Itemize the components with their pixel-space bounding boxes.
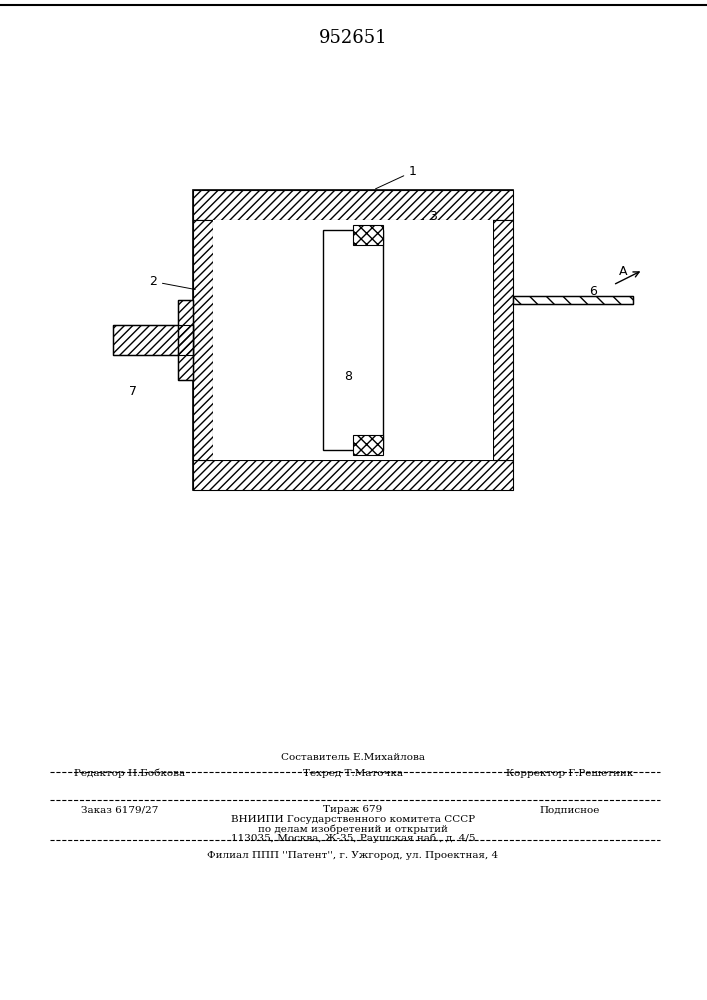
Text: 4: 4 bbox=[391, 441, 437, 458]
Text: Тираж 679: Тираж 679 bbox=[323, 806, 382, 814]
Text: Составитель Е.Михайлова: Составитель Е.Михайлова bbox=[281, 752, 425, 762]
Text: 6: 6 bbox=[589, 285, 597, 298]
Text: 113035, Москва, Ж-35, Раушская наб., д. 4/5: 113035, Москва, Ж-35, Раушская наб., д. … bbox=[230, 833, 475, 843]
Bar bbox=[193, 190, 513, 490]
Text: Редактор Н.Бобкова: Редактор Н.Бобкова bbox=[74, 768, 185, 778]
Bar bbox=[493, 220, 513, 460]
Text: Заказ 6179/27: Заказ 6179/27 bbox=[81, 806, 158, 814]
Bar bbox=[213, 220, 493, 460]
Text: 8: 8 bbox=[344, 370, 352, 383]
Bar bbox=[113, 325, 193, 355]
Text: Техред Т.Маточка: Техред Т.Маточка bbox=[303, 768, 403, 778]
Bar bbox=[513, 296, 633, 304]
Bar bbox=[323, 230, 383, 450]
Polygon shape bbox=[353, 225, 383, 245]
Text: 1: 1 bbox=[375, 165, 417, 189]
Text: ВНИИПИ Государственного комитета СССР: ВНИИПИ Государственного комитета СССР bbox=[231, 816, 475, 824]
Text: по делам изобретений и открытий: по делам изобретений и открытий bbox=[258, 824, 448, 834]
Bar bbox=[178, 300, 193, 380]
Text: 2: 2 bbox=[149, 275, 195, 289]
Text: 3: 3 bbox=[391, 210, 437, 229]
Bar bbox=[193, 460, 513, 490]
Bar bbox=[178, 300, 193, 380]
Text: Подписное: Подписное bbox=[540, 806, 600, 814]
Text: Филиал ППП ''Патент'', г. Ужгород, ул. Проектная, 4: Филиал ППП ''Патент'', г. Ужгород, ул. П… bbox=[207, 850, 498, 859]
Polygon shape bbox=[353, 435, 383, 455]
Text: 952651: 952651 bbox=[319, 29, 387, 47]
Text: Корректор Г.Решетник: Корректор Г.Решетник bbox=[506, 768, 633, 778]
Text: 5: 5 bbox=[375, 405, 422, 419]
Bar bbox=[193, 190, 513, 220]
Bar bbox=[193, 220, 213, 460]
Bar bbox=[113, 325, 193, 355]
Text: A: A bbox=[619, 265, 627, 278]
Bar bbox=[513, 296, 633, 304]
Text: 7: 7 bbox=[129, 385, 137, 398]
